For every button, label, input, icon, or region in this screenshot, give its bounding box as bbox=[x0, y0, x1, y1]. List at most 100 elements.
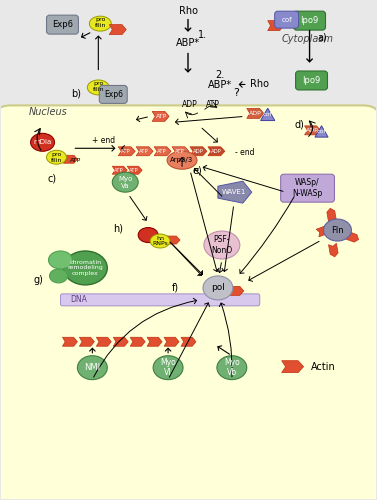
Text: DNA: DNA bbox=[70, 296, 87, 304]
Ellipse shape bbox=[87, 80, 109, 95]
Polygon shape bbox=[112, 166, 127, 174]
Text: ADP: ADP bbox=[210, 149, 221, 154]
Polygon shape bbox=[208, 147, 225, 156]
Polygon shape bbox=[228, 286, 244, 296]
Polygon shape bbox=[80, 338, 94, 346]
Polygon shape bbox=[316, 226, 330, 237]
Ellipse shape bbox=[77, 356, 107, 380]
Polygon shape bbox=[63, 338, 77, 346]
Ellipse shape bbox=[150, 234, 170, 248]
Polygon shape bbox=[164, 338, 179, 346]
Text: ATP: ATP bbox=[70, 158, 81, 163]
Polygon shape bbox=[315, 126, 328, 137]
Text: b): b) bbox=[71, 88, 81, 99]
Ellipse shape bbox=[112, 172, 138, 192]
Polygon shape bbox=[165, 236, 180, 244]
Polygon shape bbox=[345, 232, 359, 242]
Ellipse shape bbox=[46, 150, 66, 164]
Ellipse shape bbox=[31, 134, 55, 152]
FancyBboxPatch shape bbox=[294, 11, 325, 30]
Text: a): a) bbox=[318, 32, 327, 42]
Polygon shape bbox=[97, 338, 111, 346]
Text: f): f) bbox=[172, 283, 179, 293]
Polygon shape bbox=[172, 147, 189, 156]
Text: ATP: ATP bbox=[129, 168, 139, 172]
Text: WASp/
N-WASp: WASp/ N-WASp bbox=[293, 178, 323, 198]
Polygon shape bbox=[261, 108, 275, 120]
Polygon shape bbox=[218, 181, 252, 203]
Polygon shape bbox=[247, 108, 264, 118]
Text: Fln: Fln bbox=[331, 226, 344, 234]
Text: ATP: ATP bbox=[121, 149, 131, 154]
Text: + end: + end bbox=[92, 136, 115, 145]
Text: pro
filin: pro filin bbox=[51, 152, 62, 162]
Ellipse shape bbox=[49, 269, 67, 283]
Text: Rho: Rho bbox=[250, 80, 269, 90]
Text: Nucleus: Nucleus bbox=[29, 108, 68, 118]
Text: Ipo9: Ipo9 bbox=[300, 16, 319, 25]
Text: cof: cof bbox=[317, 129, 326, 134]
Text: Arp2/3: Arp2/3 bbox=[170, 157, 194, 163]
Ellipse shape bbox=[204, 231, 240, 259]
Polygon shape bbox=[282, 360, 303, 372]
Text: - end: - end bbox=[235, 148, 254, 157]
Ellipse shape bbox=[138, 228, 158, 242]
Text: pro
filin: pro filin bbox=[95, 17, 106, 28]
Polygon shape bbox=[63, 156, 77, 163]
Text: ADP: ADP bbox=[249, 111, 262, 116]
Text: 2.: 2. bbox=[215, 70, 225, 81]
Text: PSF-
NonO: PSF- NonO bbox=[211, 236, 233, 255]
Ellipse shape bbox=[89, 16, 111, 31]
Text: d): d) bbox=[295, 120, 305, 130]
Ellipse shape bbox=[167, 152, 197, 169]
Text: Myo
VI: Myo VI bbox=[160, 358, 176, 378]
Text: Ipo9: Ipo9 bbox=[302, 76, 321, 85]
Text: NMI: NMI bbox=[84, 363, 100, 372]
Text: Exp6: Exp6 bbox=[52, 20, 73, 29]
Text: c): c) bbox=[48, 173, 57, 183]
Polygon shape bbox=[190, 147, 207, 156]
Text: Myo
Va: Myo Va bbox=[118, 176, 132, 188]
Text: 1.: 1. bbox=[198, 30, 207, 40]
FancyBboxPatch shape bbox=[296, 71, 328, 90]
Text: ABP*: ABP* bbox=[176, 38, 200, 48]
Ellipse shape bbox=[323, 219, 351, 241]
Polygon shape bbox=[130, 338, 145, 346]
Text: Exp6: Exp6 bbox=[104, 90, 123, 99]
Polygon shape bbox=[70, 260, 84, 268]
Polygon shape bbox=[108, 89, 123, 98]
Ellipse shape bbox=[217, 356, 247, 380]
Text: ATP: ATP bbox=[206, 100, 220, 109]
Text: pol: pol bbox=[211, 284, 225, 292]
Polygon shape bbox=[113, 338, 128, 346]
Polygon shape bbox=[147, 338, 162, 346]
Text: ABP*: ABP* bbox=[208, 80, 232, 90]
Polygon shape bbox=[305, 126, 320, 135]
Text: ADP: ADP bbox=[182, 100, 198, 109]
Text: e): e) bbox=[192, 165, 202, 175]
Polygon shape bbox=[327, 208, 336, 222]
Polygon shape bbox=[109, 24, 126, 34]
Polygon shape bbox=[118, 147, 135, 156]
Text: Myo
Vb: Myo Vb bbox=[224, 358, 240, 378]
Text: pro
filin: pro filin bbox=[93, 81, 104, 92]
Polygon shape bbox=[127, 166, 142, 174]
Polygon shape bbox=[328, 244, 338, 257]
Polygon shape bbox=[136, 147, 153, 156]
Text: chromatin
remodeling
complex: chromatin remodeling complex bbox=[67, 260, 103, 276]
Ellipse shape bbox=[63, 251, 107, 285]
Text: Rho: Rho bbox=[178, 6, 198, 16]
Text: ATP: ATP bbox=[175, 149, 185, 154]
Text: ADP: ADP bbox=[193, 149, 203, 154]
Polygon shape bbox=[268, 20, 284, 30]
Ellipse shape bbox=[153, 356, 183, 380]
Text: ATP: ATP bbox=[139, 149, 149, 154]
Text: WAVE1: WAVE1 bbox=[222, 189, 246, 195]
Text: ATP: ATP bbox=[115, 168, 124, 172]
Text: mDia: mDia bbox=[34, 140, 52, 145]
Text: ATP: ATP bbox=[155, 114, 167, 119]
Text: ATP: ATP bbox=[157, 149, 167, 154]
Text: cof: cof bbox=[281, 16, 292, 22]
Text: Cytoplasm: Cytoplasm bbox=[282, 34, 334, 43]
FancyBboxPatch shape bbox=[99, 86, 127, 103]
